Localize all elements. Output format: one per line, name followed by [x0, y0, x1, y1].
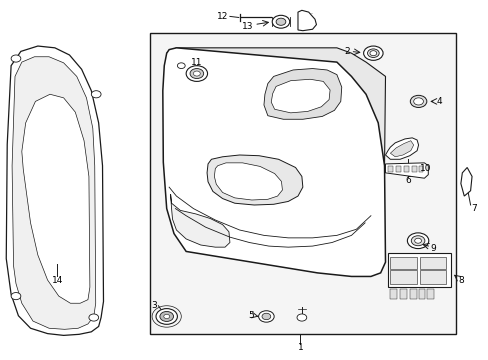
Bar [389, 289, 396, 298]
Circle shape [89, 314, 99, 321]
Text: 12: 12 [217, 12, 228, 21]
Bar [418, 166, 423, 172]
Polygon shape [206, 155, 302, 205]
Text: 7: 7 [470, 204, 476, 213]
Polygon shape [385, 163, 427, 178]
Polygon shape [385, 138, 418, 159]
Circle shape [156, 309, 177, 324]
Circle shape [163, 314, 169, 319]
Text: 5: 5 [248, 311, 254, 320]
Bar [419, 270, 446, 284]
Circle shape [160, 311, 173, 321]
Text: 10: 10 [419, 164, 430, 173]
Polygon shape [214, 163, 282, 200]
Circle shape [367, 49, 378, 58]
Polygon shape [264, 68, 341, 119]
Circle shape [193, 71, 200, 76]
Circle shape [258, 311, 274, 322]
Circle shape [190, 68, 203, 78]
Circle shape [276, 18, 285, 25]
Text: 8: 8 [458, 275, 463, 284]
Bar [403, 166, 408, 172]
Circle shape [414, 238, 421, 243]
Bar [389, 257, 416, 269]
Circle shape [407, 233, 428, 249]
Bar [387, 253, 450, 287]
Circle shape [186, 66, 207, 81]
Text: 6: 6 [404, 176, 410, 185]
Circle shape [409, 95, 426, 108]
Bar [399, 289, 406, 298]
Circle shape [363, 46, 382, 60]
Circle shape [11, 293, 21, 300]
Bar [389, 270, 416, 284]
Bar [411, 166, 416, 172]
Bar [418, 289, 425, 298]
Circle shape [369, 51, 376, 56]
Bar [419, 257, 446, 269]
Text: 3: 3 [151, 301, 157, 310]
Bar [149, 33, 455, 334]
Circle shape [272, 15, 289, 28]
Polygon shape [271, 79, 329, 113]
Bar [427, 289, 433, 298]
Circle shape [91, 91, 101, 98]
Circle shape [410, 236, 424, 246]
Text: 2: 2 [343, 47, 349, 56]
Circle shape [413, 98, 423, 105]
Circle shape [262, 313, 270, 320]
Bar [387, 166, 392, 172]
Bar [395, 166, 400, 172]
Text: 1: 1 [297, 343, 303, 352]
Polygon shape [297, 10, 316, 31]
Text: 13: 13 [241, 22, 253, 31]
Polygon shape [22, 94, 90, 303]
Polygon shape [460, 167, 471, 196]
Polygon shape [170, 194, 229, 247]
Bar [409, 289, 416, 298]
Polygon shape [12, 57, 96, 329]
Text: 14: 14 [52, 276, 63, 285]
Text: 9: 9 [430, 244, 436, 253]
Circle shape [177, 63, 185, 68]
Polygon shape [163, 48, 385, 276]
Text: 4: 4 [436, 97, 441, 106]
Text: 11: 11 [191, 58, 202, 67]
Polygon shape [166, 48, 385, 166]
Circle shape [296, 314, 306, 321]
Polygon shape [389, 141, 413, 157]
Circle shape [11, 55, 21, 62]
Polygon shape [6, 46, 103, 336]
